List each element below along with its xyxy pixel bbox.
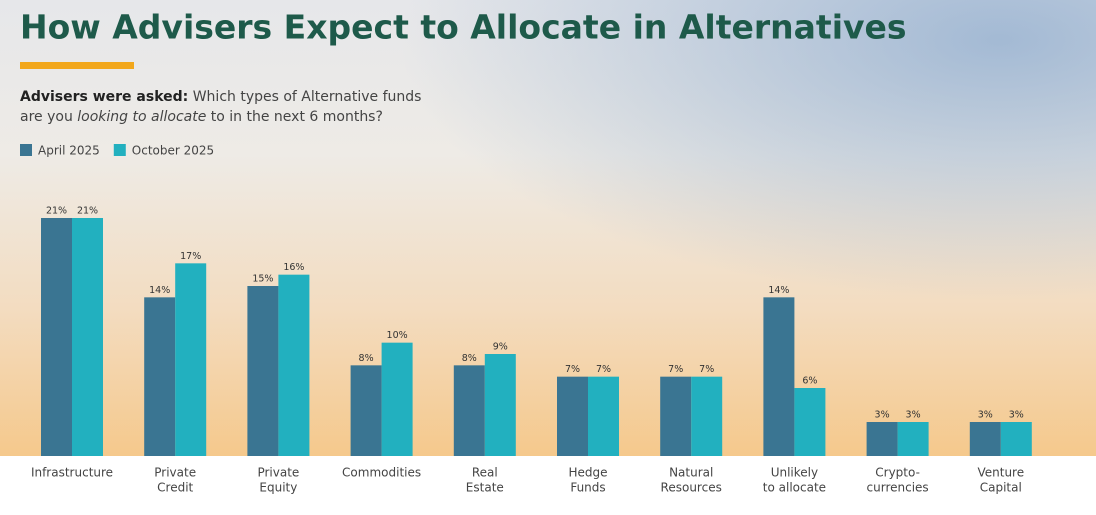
bar <box>691 376 723 456</box>
value-label: 3% <box>906 410 921 421</box>
value-label: 10% <box>387 330 408 341</box>
value-label: 6% <box>802 376 817 387</box>
value-label: 17% <box>180 251 201 262</box>
footer-band <box>0 456 1096 515</box>
bar <box>278 274 310 456</box>
bar <box>794 388 826 456</box>
subtitle-text: Which types of Alternative funds <box>193 89 422 105</box>
value-label: 21% <box>77 206 98 217</box>
chart-title: How Advisers Expect to Allocate in Alter… <box>20 8 907 47</box>
value-label: 8% <box>359 353 374 364</box>
subtitle-text: are you <box>20 109 73 125</box>
value-label: 14% <box>768 285 789 296</box>
value-label: 7% <box>565 364 580 375</box>
bar <box>763 297 795 456</box>
bar <box>866 422 898 456</box>
x-tick-label: Credit <box>157 481 193 495</box>
value-label: 3% <box>978 410 993 421</box>
bar <box>41 218 72 456</box>
x-tick-label: Private <box>257 466 299 480</box>
x-tick-label: Natural <box>669 466 713 480</box>
bar <box>588 376 619 456</box>
bar <box>484 354 516 456</box>
legend-swatch <box>113 144 126 156</box>
bar <box>72 218 103 456</box>
x-tick-label: Infrastructure <box>31 466 113 480</box>
bar <box>350 365 382 456</box>
bar <box>381 342 413 456</box>
value-label: 7% <box>699 364 714 375</box>
value-label: 9% <box>493 342 508 353</box>
value-label: 3% <box>875 410 890 421</box>
x-tick-label: Resources <box>661 481 722 495</box>
x-tick-label: Capital <box>980 481 1022 495</box>
value-label: 3% <box>1009 410 1024 421</box>
value-label: 21% <box>46 206 67 217</box>
subtitle-lead: Advisers were asked: <box>20 89 188 105</box>
value-label: 7% <box>668 364 683 375</box>
x-tick-label: Unlikely <box>771 466 818 480</box>
x-tick-label: Equity <box>259 481 297 495</box>
bar <box>660 376 692 456</box>
value-label: 16% <box>283 262 304 273</box>
x-tick-label: Real <box>472 466 498 480</box>
legend-label: October 2025 <box>132 144 214 158</box>
bar <box>453 365 485 456</box>
subtitle-emphasis: looking to allocate <box>77 109 206 125</box>
x-tick-label: Commodities <box>342 466 421 480</box>
x-tick-label: to allocate <box>763 481 826 495</box>
bar <box>247 286 279 456</box>
title-underline <box>20 62 134 69</box>
x-tick-label: Crypto- <box>875 466 920 480</box>
bar <box>175 263 207 456</box>
bar <box>969 422 1001 456</box>
legend-label: April 2025 <box>38 144 100 158</box>
subtitle: are you looking to allocate to in the ne… <box>20 109 383 125</box>
bar <box>1000 422 1032 456</box>
bar <box>144 297 176 456</box>
bar <box>557 376 588 456</box>
x-tick-label: Venture <box>977 466 1024 480</box>
value-label: 14% <box>149 285 170 296</box>
legend-swatch <box>20 144 32 156</box>
bar <box>897 422 929 456</box>
value-label: 7% <box>596 364 611 375</box>
x-tick-label: Estate <box>466 481 504 495</box>
x-tick-label: Hedge <box>568 466 607 480</box>
x-tick-label: Funds <box>570 481 605 495</box>
subtitle: Advisers were asked: Which types of Alte… <box>20 89 421 105</box>
subtitle-text: to in the next 6 months? <box>211 109 383 125</box>
x-tick-label: Private <box>154 466 196 480</box>
value-label: 15% <box>252 274 273 285</box>
value-label: 8% <box>462 353 477 364</box>
x-tick-label: currencies <box>867 481 929 495</box>
